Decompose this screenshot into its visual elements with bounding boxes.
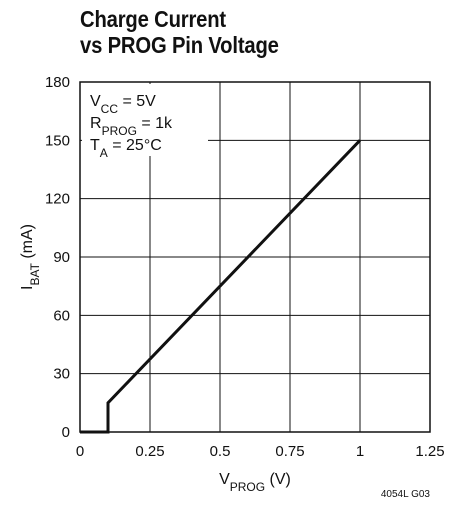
y-tick-label: 30 bbox=[53, 366, 70, 383]
x-axis-label: VPROG (V) bbox=[219, 471, 291, 494]
y-axis-label: IBAT (mA) bbox=[19, 224, 42, 290]
plot-area bbox=[79, 81, 431, 433]
y-tick-label: 120 bbox=[45, 191, 70, 208]
chart-title-line-2: vs PROG Pin Voltage bbox=[80, 32, 279, 58]
x-tick-label: 0.25 bbox=[135, 443, 164, 460]
x-tick-label: 0.75 bbox=[275, 443, 304, 460]
y-tick-label: 180 bbox=[45, 74, 70, 91]
conditions-box bbox=[82, 84, 208, 156]
y-tick-label: 90 bbox=[53, 249, 70, 266]
x-tick-label: 0.5 bbox=[210, 443, 231, 460]
chart-title-line-1: Charge Current bbox=[80, 6, 226, 32]
y-tick-labels: 0 30 60 90 120 150 180 bbox=[45, 74, 70, 441]
condition-rprog: RPROG = 1k bbox=[90, 115, 173, 138]
x-tick-label: 0 bbox=[76, 443, 84, 460]
y-tick-label: 150 bbox=[45, 132, 70, 149]
series-group bbox=[80, 139, 362, 434]
chart-title: Charge Current vs PROG Pin Voltage bbox=[80, 6, 279, 58]
condition-ta: TA = 25°C bbox=[90, 137, 162, 160]
y-tick-label: 0 bbox=[62, 424, 70, 441]
x-tick-label: 1 bbox=[356, 443, 364, 460]
grid bbox=[80, 82, 430, 432]
x-tick-labels: 0 0.25 0.5 0.75 1 1.25 bbox=[76, 443, 445, 460]
condition-vcc: VCC = 5V bbox=[90, 93, 156, 116]
x-tick-label: 1.25 bbox=[415, 443, 444, 460]
series-line bbox=[80, 139, 362, 434]
y-tick-label: 60 bbox=[53, 307, 70, 324]
figure-code: 4054L G03 bbox=[381, 489, 431, 500]
